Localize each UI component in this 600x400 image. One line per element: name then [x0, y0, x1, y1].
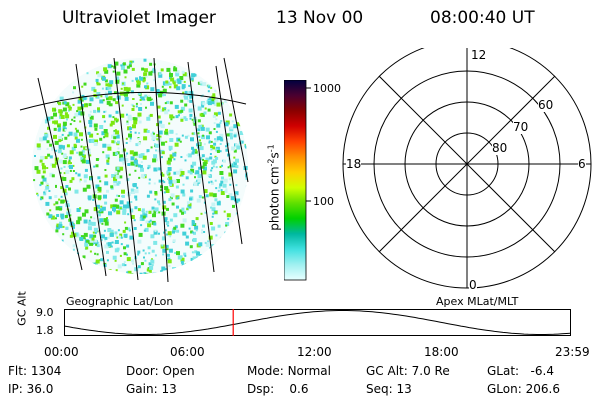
auroral-emission-map: [32, 58, 248, 274]
colorbar-tick-1000: 1000: [313, 82, 341, 95]
timeline-ylabel: GC Alt: [15, 291, 29, 326]
image-caption: Geographic Lat/Lon: [66, 295, 174, 308]
info-gc-alt: GC Alt: 7.0 Re: [366, 364, 450, 378]
time-label: 08:00:40 UT: [430, 8, 535, 28]
info-flt: Flt: 1304: [8, 364, 62, 378]
timeline-ytick-max: 9.0: [36, 306, 54, 319]
instrument-title: Ultraviolet Imager: [62, 8, 216, 28]
mlt-label-18: 18: [346, 157, 362, 171]
lat-label-70: 70: [513, 120, 529, 134]
lat-label-80: 80: [492, 141, 508, 155]
colorbar-tick-100: 100: [313, 195, 334, 208]
info-gain: Gain: 13: [126, 382, 177, 396]
altitude-timeline: [64, 309, 571, 336]
info-glon: GLon: 206.6: [487, 382, 560, 396]
geographic-grid: [19, 57, 249, 283]
lat-label-60: 60: [538, 98, 554, 112]
info-seq: Seq: 13: [366, 382, 412, 396]
colorbar-unit-label: photon cm-2s-1: [266, 144, 282, 231]
info-ip: IP: 36.0: [8, 382, 54, 396]
mlt-label-0: 0: [469, 278, 477, 292]
altitude-curve: [64, 310, 571, 335]
timeline-xtick-1200: 12:00: [297, 345, 332, 359]
timeline-ytick-min: 1.8: [36, 324, 54, 337]
info-door: Door: Open: [126, 364, 195, 378]
timeline-xtick-0600: 06:00: [170, 345, 205, 359]
mlt-label-6: 6: [578, 157, 586, 171]
auroral-image-panel: [19, 57, 249, 283]
timeline-xtick-1800: 18:00: [424, 345, 459, 359]
polar-caption: Apex MLat/MLT: [436, 295, 519, 308]
timeline-xtick-0000: 00:00: [44, 345, 79, 359]
info-dsp: Dsp: 0.6: [247, 382, 309, 396]
info-mode: Mode: Normal: [247, 364, 331, 378]
mlt-label-12: 12: [471, 48, 487, 62]
date-label: 13 Nov 00: [276, 8, 364, 28]
polar-plot: [342, 48, 592, 289]
timeline-xtick-2359: 23:59: [555, 345, 590, 359]
timeline-frame: [64, 309, 571, 336]
colorbar-scale: [284, 80, 307, 281]
colorbar: [284, 80, 311, 281]
info-glat: GLat: -6.4: [487, 364, 554, 378]
